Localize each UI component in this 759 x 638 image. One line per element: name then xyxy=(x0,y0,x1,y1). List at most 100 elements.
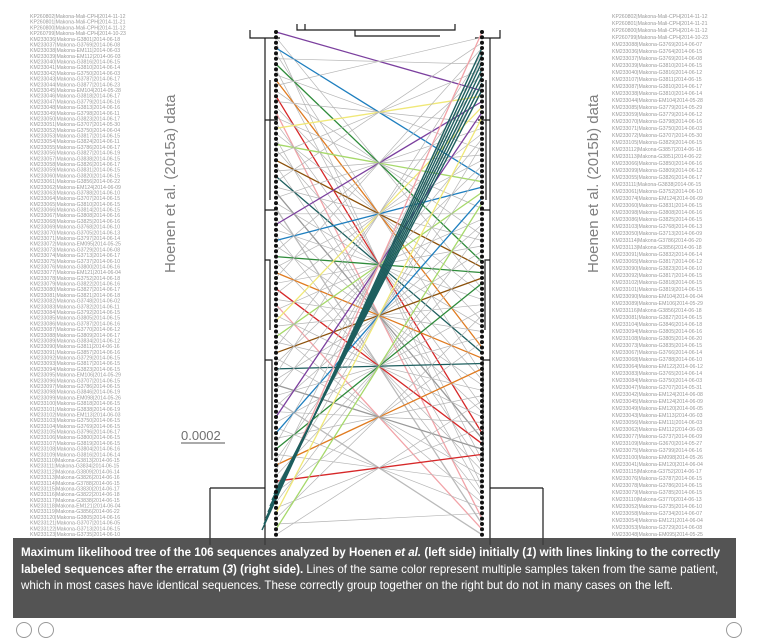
right-taxon-label: KP260800|Makona-Mali-CPH|2014-11-12 xyxy=(612,28,708,34)
left-tip-dot xyxy=(274,158,278,163)
left-tip-dot xyxy=(274,511,278,516)
left-taxon-label: KM233100|Makona-G3818|2014-06-15 xyxy=(30,401,120,407)
left-tip-dot xyxy=(274,217,278,222)
caption-ref-3: 3 xyxy=(226,562,233,576)
right-taxon-label: KM233103|Makona-G3768|2014-06-13 xyxy=(612,224,702,230)
right-taxon-label: KM233083|Makona-G3765|2014-06-14 xyxy=(612,371,702,377)
left-taxon-label: KM233050|Makona-G3823|2014-06-17 xyxy=(30,117,120,123)
right-tip-dot xyxy=(480,217,484,222)
left-taxon-label: KM233079|Makona-G3822|2014-06-16 xyxy=(30,282,120,288)
right-taxon-label: KM233073|Makona-G3835|2014-06-15 xyxy=(612,343,702,349)
right-tip-dot xyxy=(480,233,484,238)
right-taxon-label: KM233043|Makona-EM113|2014-06-03 xyxy=(612,413,703,419)
right-tip-dot xyxy=(480,425,484,430)
right-taxon-label: KM233089|Makona-EM106|2014-05-29 xyxy=(612,301,703,307)
right-tip-dot xyxy=(480,78,484,83)
right-tip-dot xyxy=(480,377,484,382)
left-tip-dot xyxy=(274,206,278,211)
caption-body: Lines of the same color represent multip… xyxy=(21,562,719,593)
right-tip-dot xyxy=(480,169,484,173)
right-taxon-label: KM233066|Makona-G3850|2014-06-16 xyxy=(612,161,702,167)
linking-lines xyxy=(261,31,483,536)
right-tip-dot xyxy=(480,522,484,526)
right-taxon-label: KM233058|Makona-G3734|2014-06-07 xyxy=(612,511,702,517)
left-tip-dot xyxy=(274,522,278,526)
right-tip-dot xyxy=(480,489,484,494)
left-tip-dot xyxy=(274,399,278,403)
left-tip-dot xyxy=(274,67,278,72)
right-tip-dot xyxy=(480,158,484,163)
left-taxon-label: KM233104|Makona-G3769|2014-06-15 xyxy=(30,424,120,430)
right-tip-dot xyxy=(480,222,484,227)
left-tip-dot xyxy=(274,238,278,243)
right-tip-dot xyxy=(480,350,484,355)
right-tip-dot xyxy=(480,361,484,366)
right-tip-dot xyxy=(480,227,484,232)
left-taxon-label: KM233110|Makona-G3813|2014-06-15 xyxy=(30,458,120,464)
next-control[interactable] xyxy=(38,622,54,638)
left-taxon-label: KM233071|Makona-G3797|2014-06-14 xyxy=(30,236,120,242)
left-tip-dot xyxy=(274,227,278,232)
right-taxon-label: KM233047|Makona-G3707|2014-05-31 xyxy=(612,385,702,391)
left-tip-dot xyxy=(274,431,278,436)
expand-control[interactable] xyxy=(726,622,742,638)
left-taxon-label: KP260802|Makona-Mali-CPH|2014-11-12 xyxy=(30,14,126,20)
right-taxon-label: KM233094|Makona-G3805|2014-06-16 xyxy=(612,329,702,335)
left-taxon-label: KM233095|Makona-EM106|2014-05-29 xyxy=(30,373,121,379)
right-taxon-label: KM233102|Makona-G3818|2014-06-15 xyxy=(612,280,702,286)
left-taxon-label: KM233097|Makona-G3786|2014-06-15 xyxy=(30,384,120,390)
right-taxon-label: KM233105|Makona-G3829|2014-06-15 xyxy=(612,140,702,146)
left-tip-dot xyxy=(274,72,278,77)
right-tip-dot xyxy=(480,35,484,40)
left-taxon-label: KM233117|Makona-G3838|2014-06-15 xyxy=(30,498,120,504)
right-tip-dot xyxy=(480,56,484,61)
left-tip-dot xyxy=(274,420,278,425)
left-taxon-label: KM233053|Makona-G3817|2014-06-15 xyxy=(30,134,120,140)
right-taxon-label: KP260799|Makona-Mali-CPH|2014-10-23 xyxy=(612,35,708,41)
left-tip-dot xyxy=(274,35,278,40)
right-tip-dot xyxy=(480,147,484,152)
left-tip-dot xyxy=(274,115,278,120)
left-tip-dot xyxy=(274,489,278,494)
link-line xyxy=(275,512,483,525)
left-taxon-label: KM233121|Makona-G3707|2014-06-05 xyxy=(30,521,120,527)
right-tip-dot xyxy=(480,249,484,254)
right-tip-dot xyxy=(480,62,484,67)
right-taxon-label: KM233088|Makona-G3769|2014-06-07 xyxy=(612,42,702,48)
right-tip-dot xyxy=(480,190,484,195)
right-taxon-label: KM233037|Makona-G3769|2014-06-08 xyxy=(612,56,702,62)
left-taxon-label: KM233083|Makona-G3782|2014-06-11 xyxy=(30,304,120,310)
right-axis-title: Hoenen et al. (2015b) data xyxy=(585,94,602,273)
previous-control[interactable] xyxy=(16,622,32,638)
left-taxon-label: KM233065|Makona-G3810|2014-06-15 xyxy=(30,202,120,208)
left-tip-dot xyxy=(274,334,278,339)
left-taxon-label: KM233099|Makona-EM098|2014-05-26 xyxy=(30,395,121,401)
left-taxon-label: KM233093|Makona-G3817|2014-06-15 xyxy=(30,361,120,367)
caption-bold-1: Maximum likelihood tree of the 106 seque… xyxy=(21,546,395,559)
right-tip-dot xyxy=(480,120,484,125)
left-tip-dot xyxy=(274,265,278,270)
right-tip-dot xyxy=(480,420,484,425)
left-tip-dot xyxy=(274,243,278,248)
left-tip-dot xyxy=(274,377,278,382)
right-tip-dot xyxy=(480,308,484,313)
left-tip-dot xyxy=(274,276,278,280)
left-taxon-label: KM233040|Makona-G3816|2014-06-15 xyxy=(30,60,120,66)
right-taxon-label: KM233098|Makona-G3808|2014-06-16 xyxy=(612,210,702,216)
left-tip-dot xyxy=(274,195,278,200)
left-tip-dot xyxy=(274,324,278,329)
left-tip-dot xyxy=(274,179,278,184)
left-tip-dot xyxy=(274,153,278,157)
left-tip-dot xyxy=(274,382,278,387)
right-taxon-label: KM233045|Makona-EM124|2014-06-09 xyxy=(612,399,703,405)
left-taxon-label: KM233057|Makona-G3838|2014-06-15 xyxy=(30,156,120,162)
left-tip-dot xyxy=(274,286,278,291)
right-taxon-label: KM233038|Makona-G3810|2014-06-14 xyxy=(612,91,702,97)
link-line xyxy=(275,202,483,530)
left-tip-dot xyxy=(274,51,278,56)
left-tip-dot xyxy=(274,190,278,195)
right-taxon-label: KM233113|Makona-G3856|2014-06-18 xyxy=(612,245,702,251)
left-taxon-label: KM233072|Makona-EM095|2014-05-25 xyxy=(30,242,121,248)
left-tip-dot xyxy=(274,495,278,500)
caption-bold-4: ) (right side). xyxy=(233,562,304,576)
